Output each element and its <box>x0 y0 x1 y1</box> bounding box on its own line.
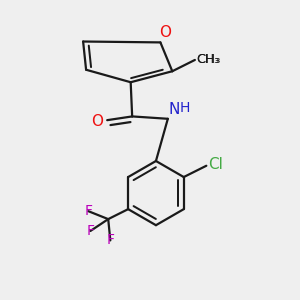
Text: CH₃: CH₃ <box>196 53 220 66</box>
Text: H: H <box>179 101 190 115</box>
Text: F: F <box>84 204 92 218</box>
Text: CH₃: CH₃ <box>196 53 220 66</box>
Text: F: F <box>86 224 94 238</box>
Text: O: O <box>159 25 171 40</box>
Text: Cl: Cl <box>208 158 223 172</box>
Text: F: F <box>106 233 114 248</box>
Text: N: N <box>169 102 180 117</box>
Text: O: O <box>91 114 103 129</box>
